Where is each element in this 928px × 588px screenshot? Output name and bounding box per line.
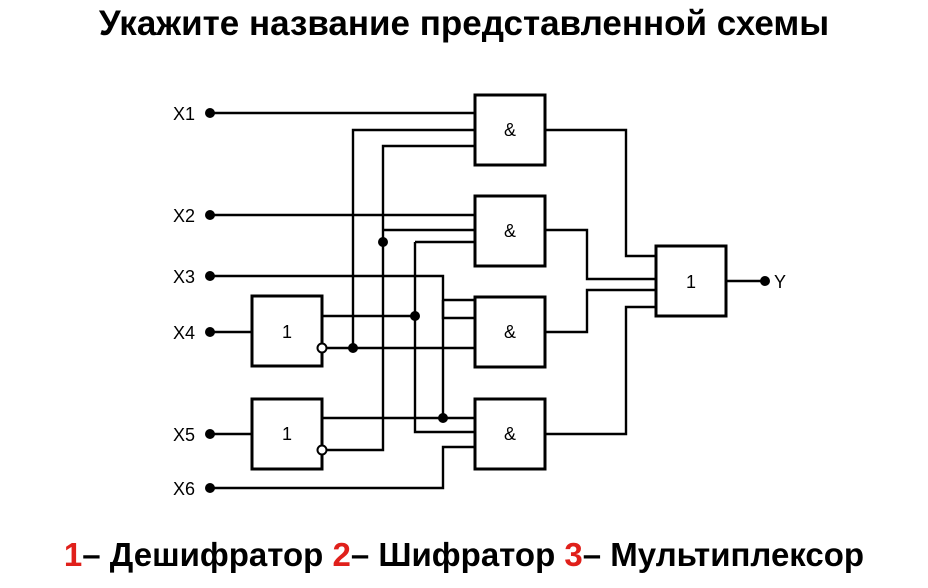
- input-label-x5: X5: [173, 425, 195, 445]
- not-gate-1: 1: [250, 294, 328, 368]
- answer-options: 1– Дешифратор 2– Шифратор 3– Мультиплекс…: [0, 536, 928, 574]
- svg-text:1: 1: [282, 322, 292, 342]
- answer-3-text: – Мультиплексор: [582, 536, 865, 573]
- input-labels: X1 X2 X3 X4 X5 X6: [173, 104, 195, 499]
- input-label-x6: X6: [173, 479, 195, 499]
- svg-text:1: 1: [282, 424, 292, 444]
- svg-text:&: &: [504, 221, 516, 241]
- input-label-x4: X4: [173, 323, 195, 343]
- svg-text:1: 1: [686, 272, 696, 292]
- and-gate-4: &: [473, 397, 547, 471]
- answer-2-number: 2: [332, 536, 351, 573]
- wires: [208, 111, 763, 490]
- svg-text:&: &: [504, 120, 516, 140]
- question-title: Укажите название представленной схемы: [98, 4, 830, 43]
- svg-text:&: &: [504, 322, 516, 342]
- output-label-y: Y: [774, 272, 786, 292]
- answer-2-text: – Шифратор: [350, 536, 565, 573]
- not-gate-2: 1: [250, 397, 328, 471]
- junction-dots: [205, 108, 770, 493]
- and-gate-1: &: [473, 93, 547, 167]
- svg-text:&: &: [504, 424, 516, 444]
- answer-1-text: – Дешифратор: [82, 536, 333, 573]
- input-label-x2: X2: [173, 206, 195, 226]
- and-gate-2: &: [473, 194, 547, 268]
- input-label-x1: X1: [173, 104, 195, 124]
- input-label-x3: X3: [173, 267, 195, 287]
- answer-1-number: 1: [63, 536, 83, 573]
- and-gate-3: &: [473, 295, 547, 369]
- answer-3-number: 3: [564, 536, 583, 573]
- or-gate: 1: [654, 244, 728, 318]
